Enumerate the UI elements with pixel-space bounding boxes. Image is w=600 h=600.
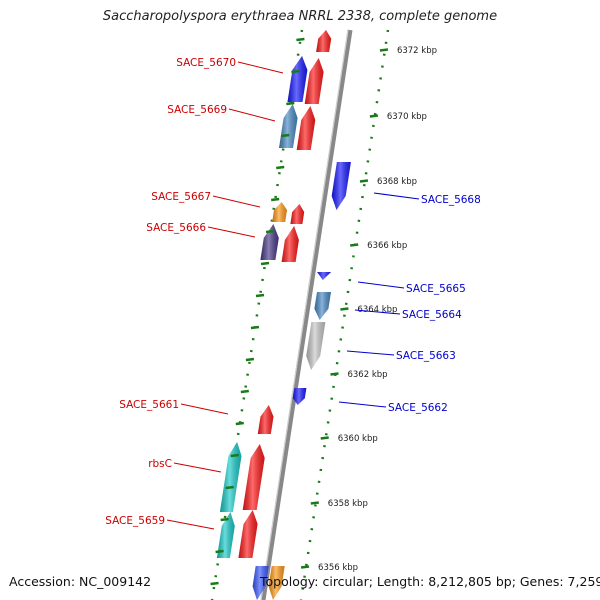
gene-leader-line [180,403,229,415]
gene-labels: SACE_5670 SACE_5669 SACE_5668 SACE_5667 SACE… [105,57,481,530]
guide-tick-mark [215,549,224,554]
genes-layer [216,30,351,600]
gene-glyph-shading [216,512,235,558]
gene-label[interactable]: SACE_5659 [105,515,165,527]
forward-gene-glyph-shading [304,58,324,104]
guide-tick-mark [235,421,244,426]
forward-gene-glyph-shading [290,204,305,224]
gene-glyph-partial-shading [252,566,269,600]
scale-tick-label: 6364 kbp [357,305,397,315]
gene-label[interactable]: SACE_5661 [119,399,179,411]
guide-tick-mark [260,261,270,266]
gene-leader-line [357,281,405,289]
scale-tick-mark [369,114,379,118]
accession-text: Accession: NC_009142 [9,574,152,589]
scale-tick-mark [350,243,359,247]
gene-label[interactable]: SACE_5669 [167,104,227,116]
scale-tick-mark [310,501,319,505]
gene-glyph-shading [260,224,279,260]
gene-glyph-shading [292,388,307,405]
forward-gene-glyph-shading [242,444,265,510]
gene-glyph-shading [257,405,274,434]
forward-gene-glyph-shading [316,30,332,52]
gene-glyph-shading [331,162,351,210]
gene-glyph-shading [306,322,326,370]
guide-tick-mark [296,37,305,42]
gene-leader-line [338,401,387,408]
scale-tick-label: 6370 kbp [387,112,427,122]
scale-tick-label: 6372 kbp [397,46,437,56]
strand-guides [210,29,390,600]
gene-glyph-shading [279,104,298,148]
gene-glyph-shading [272,202,287,222]
scale-tick-mark [320,436,329,440]
guide-tick-mark [271,197,280,202]
guide-tick-mark [210,581,219,586]
gene-label[interactable]: SACE_5664 [402,309,462,321]
genome-backbone-highlight [260,29,349,600]
gene-leader-line [373,192,420,200]
scale-tick-label: 6360 kbp [338,434,378,444]
gene-leader-line [354,309,401,315]
scale-tick-mark [300,565,310,569]
scale-tick-label: 6356 kbp [318,563,358,573]
gene-label[interactable]: SACE_5663 [396,350,456,362]
guide-tick-mark [276,165,285,170]
gene-label[interactable]: SACE_5668 [421,194,481,206]
guide-tick-mark [291,69,300,74]
scale-tick-mark [379,48,389,52]
scale-tick-label: 6366 kbp [367,241,407,251]
guide-tick-mark [220,517,229,522]
genome-backbone [260,29,353,600]
topology-summary: Topology: circular; Length: 8,212,805 bp… [260,574,600,589]
gene-leader-line [237,61,284,74]
forward-gene-glyph-shading [281,226,299,262]
scale-tick-mark [330,372,339,376]
guide-tick-mark [240,389,249,394]
gene-leader-line [346,350,395,356]
guide-tick-mark [250,325,260,330]
guide-tick-mark [225,485,234,490]
gene-label[interactable]: rbsC [148,458,172,470]
scale-ticks: 6372 kbp 6370 kbp 6368 kbp 6366 kbp 6364 kbp… [210,37,437,586]
forward-gene-glyph-shading [296,106,316,150]
gene-glyph-shading [219,442,242,512]
guide-tick-mark [230,453,239,458]
gene-glyph-shading [314,292,331,320]
gene-glyph-shading [287,56,308,102]
guide-tick-mark [281,133,290,138]
guide-tick-mark [265,229,275,234]
map-title: Saccharopolyspora erythraea NRRL 2338, c… [102,9,498,24]
gene-label[interactable]: SACE_5665 [406,283,466,295]
gene-leader-line [173,462,222,473]
forward-gene-glyph-shading [238,510,258,558]
gene-label[interactable]: SACE_5662 [388,402,448,414]
gene-leader-line [228,108,276,122]
scale-tick-label: 6362 kbp [347,370,387,380]
scale-tick-label: 6368 kbp [377,177,417,187]
gene-label[interactable]: SACE_5667 [151,191,211,203]
scale-tick-mark [340,307,349,311]
gene-label[interactable]: SACE_5666 [146,222,206,234]
scale-tick-label: 6358 kbp [328,499,368,509]
guide-tick-mark [255,293,265,298]
gene-leader-line [166,519,215,530]
right-guide-line [299,29,390,600]
scale-tick-mark [359,179,369,183]
guide-tick-mark [286,101,295,106]
gene-label[interactable]: SACE_5670 [176,57,236,69]
gene-leader-line [212,195,261,208]
gene-glyph-shading [317,272,332,280]
gene-leader-line [207,226,256,238]
guide-tick-mark [245,357,255,362]
gene-glyph-partial-shading [268,566,285,600]
